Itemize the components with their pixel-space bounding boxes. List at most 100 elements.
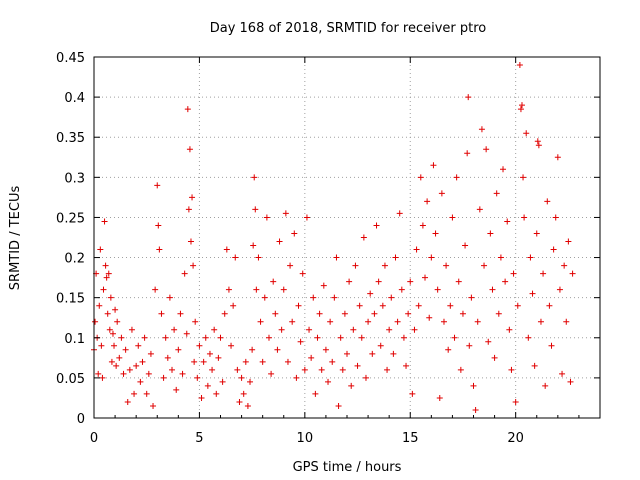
data-point (240, 390, 247, 397)
data-point (440, 318, 447, 325)
data-point (173, 386, 180, 393)
data-point (171, 326, 178, 333)
data-point (154, 182, 161, 189)
data-point (155, 222, 162, 229)
data-point (329, 358, 336, 365)
data-point (247, 378, 254, 385)
data-point (194, 374, 201, 381)
data-point (303, 214, 310, 221)
data-point (506, 326, 513, 333)
data-point (386, 326, 393, 333)
data-point (381, 262, 388, 269)
data-point (369, 350, 376, 357)
data-point (430, 162, 437, 169)
data-point (434, 286, 441, 293)
data-point (97, 246, 104, 253)
x-tick-label: 10 (297, 431, 314, 446)
data-point (544, 198, 551, 205)
chart-title: Day 168 of 2018, SRMTID for receiver ptr… (210, 21, 487, 36)
y-tick-label: 0.05 (56, 372, 85, 387)
data-point (96, 302, 103, 309)
data-point (251, 174, 258, 181)
data-point (398, 286, 405, 293)
data-point (213, 390, 220, 397)
data-point (428, 254, 435, 261)
data-point (95, 370, 102, 377)
data-point (287, 262, 294, 269)
data-point (521, 214, 528, 221)
data-point (502, 278, 509, 285)
data-point (192, 318, 199, 325)
data-point (554, 154, 561, 161)
data-point (392, 254, 399, 261)
data-point (259, 358, 266, 365)
data-point (520, 174, 527, 181)
data-point (508, 366, 515, 373)
data-point (314, 334, 321, 341)
data-point (371, 310, 378, 317)
data-point (257, 318, 264, 325)
data-point (350, 326, 357, 333)
data-point (445, 346, 452, 353)
x-tick-label: 5 (195, 431, 203, 446)
data-point (518, 102, 525, 109)
data-point (443, 262, 450, 269)
data-point (365, 318, 372, 325)
data-point (291, 230, 298, 237)
data-point (99, 374, 106, 381)
data-point (191, 358, 198, 365)
data-point (230, 302, 237, 309)
data-point (388, 294, 395, 301)
data-point (284, 358, 291, 365)
data-point (124, 398, 131, 405)
data-point (102, 262, 109, 269)
data-point (242, 358, 249, 365)
data-point (396, 210, 403, 217)
data-point (344, 350, 350, 357)
data-point (322, 346, 329, 353)
data-point (339, 366, 346, 373)
data-point (98, 342, 105, 349)
data-point (253, 286, 260, 293)
data-point (333, 254, 340, 261)
data-point (232, 254, 239, 261)
data-point (145, 370, 152, 377)
data-point (491, 354, 498, 361)
data-point (114, 318, 121, 325)
data-point (320, 282, 327, 289)
data-point (308, 354, 315, 361)
plot-frame (93, 56, 601, 419)
x-tick-label: 20 (507, 431, 524, 446)
y-tick-label: 0.45 (56, 51, 85, 66)
data-point (331, 294, 338, 301)
data-point (186, 146, 193, 153)
data-point (567, 378, 574, 385)
data-point (316, 310, 323, 317)
data-point (390, 350, 397, 357)
data-point (525, 334, 532, 341)
data-point (116, 354, 123, 361)
data-point (500, 166, 507, 173)
data-point (166, 294, 173, 301)
data-point (250, 242, 257, 249)
data-point (535, 142, 542, 149)
data-point (200, 358, 207, 365)
y-tick-label: 0.2 (64, 252, 85, 267)
data-point (417, 174, 424, 181)
data-point (306, 326, 313, 333)
data-point (268, 370, 275, 377)
data-point (265, 334, 272, 341)
data-point (394, 318, 401, 325)
data-point (126, 366, 133, 373)
data-point (348, 382, 355, 389)
data-point (487, 230, 494, 237)
data-point (100, 286, 107, 293)
data-point (497, 254, 504, 261)
data-point (523, 130, 530, 137)
data-point (139, 358, 146, 365)
data-point (211, 326, 218, 333)
data-point (198, 394, 205, 401)
data-point (432, 230, 439, 237)
data-point (278, 326, 285, 333)
data-point (362, 374, 369, 381)
